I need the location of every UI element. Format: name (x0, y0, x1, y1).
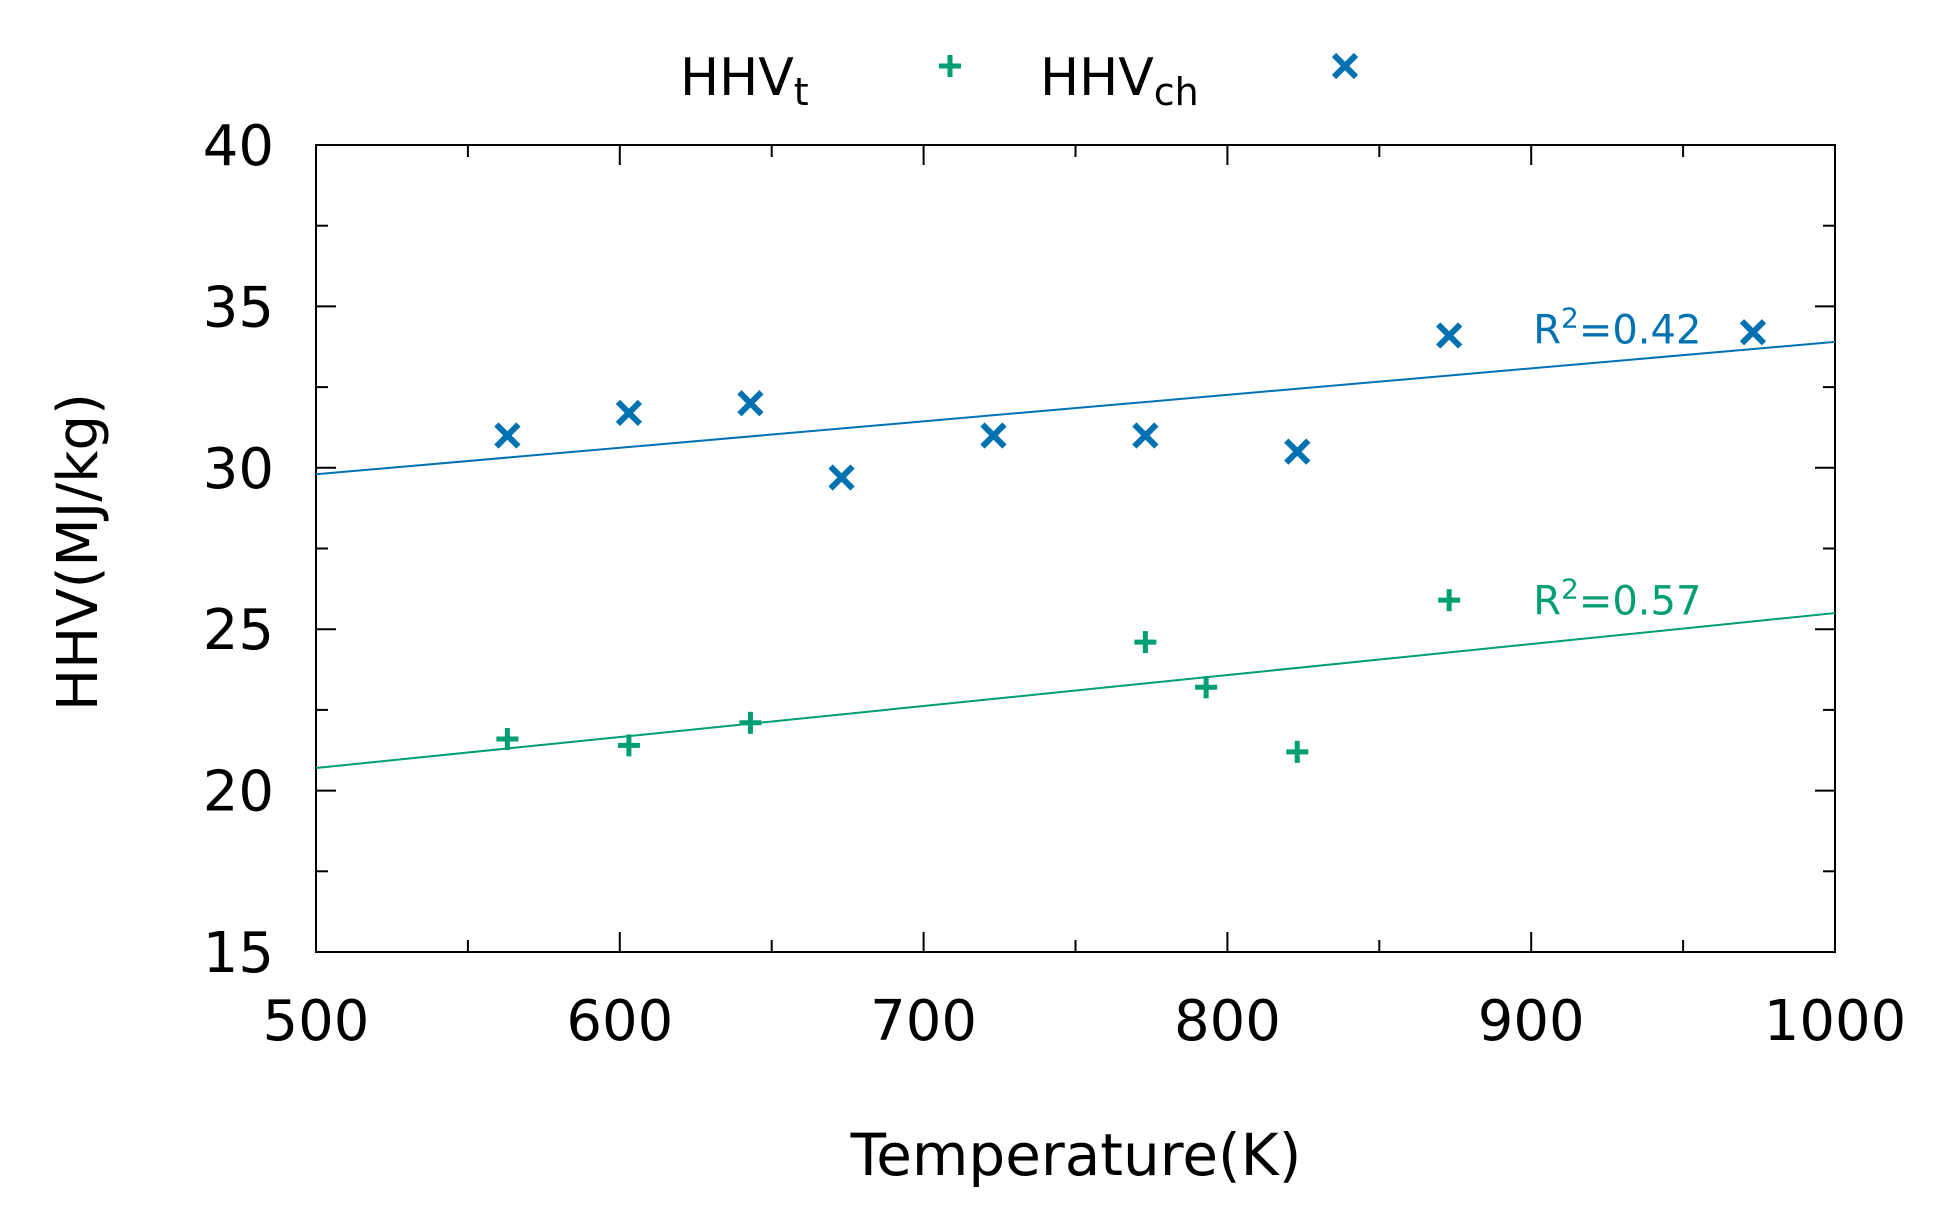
axis-ticks: 500 600 700 800 900 1000 15 20 25 30 35 40 (203, 114, 1907, 1054)
y-tick-label: 40 (203, 114, 274, 179)
fit-line-ch (315, 340, 1836, 476)
r2-value-ch: =0.42 (1579, 307, 1702, 353)
x-axis-label: Temperature(K) (850, 1121, 1302, 1189)
y-tick-label: 35 (203, 275, 274, 340)
r2-base-ch: R (1533, 307, 1561, 353)
data-point-t (1134, 631, 1157, 654)
legend-label-t: HHVt (680, 48, 809, 114)
legend-marker-cross (1331, 52, 1359, 80)
y-tick-label: 20 (203, 760, 274, 825)
fit-line-t (315, 612, 1836, 769)
x-tick-label: 700 (870, 989, 977, 1054)
y-tick-label: 15 (203, 921, 274, 986)
legend-label-ch-subscript: ch (1154, 70, 1199, 114)
data-point-ch (1739, 319, 1767, 346)
x-tick-label: 1000 (1764, 989, 1907, 1054)
data-point-t (1286, 740, 1309, 763)
legend-marker-plus (939, 55, 961, 77)
r2-sup-ch: 2 (1561, 301, 1579, 334)
data-point-ch (494, 422, 521, 449)
data-point-t (1195, 676, 1218, 699)
x-tick-label: 500 (263, 989, 370, 1054)
data-point-ch (1132, 422, 1159, 449)
legend: HHVt HHVch (680, 48, 1359, 114)
legend-label-t-name: HHV (680, 48, 794, 108)
fit-lines (315, 340, 1836, 769)
r2-value-t: =0.57 (1579, 579, 1702, 625)
y-tick-label: 30 (203, 437, 274, 502)
y-axis-label: HHV(MJ/kg) (46, 393, 111, 711)
legend-marker-symbol-ch (1331, 52, 1359, 80)
x-tick-label: 900 (1478, 989, 1585, 1054)
data-points (494, 319, 1767, 763)
legend-label-t-subscript: t (794, 70, 809, 114)
data-point-t (739, 711, 762, 734)
data-point-ch (737, 390, 764, 417)
legend-marker-symbol-t (939, 55, 961, 77)
data-point-ch (828, 464, 855, 491)
data-point-ch (1284, 438, 1311, 465)
data-point-t (1438, 589, 1461, 612)
data-point-ch (980, 422, 1007, 449)
data-point-ch (615, 399, 643, 427)
plot-frame (315, 144, 1836, 953)
data-point-t (617, 734, 640, 757)
r2-annotation-t: R2=0.57 (1533, 573, 1701, 625)
data-point-t (496, 727, 519, 750)
data-point-ch (1436, 322, 1463, 349)
legend-label-ch-name: HHV (1040, 48, 1154, 108)
x-tick-label: 600 (566, 989, 673, 1054)
legend-label-ch: HHVch (1040, 48, 1199, 114)
y-tick-label: 25 (203, 598, 274, 663)
r2-sup-t: 2 (1561, 573, 1579, 606)
x-tick-label: 800 (1174, 989, 1281, 1054)
r2-base-t: R (1533, 579, 1561, 625)
r2-annotation-ch: R2=0.42 (1533, 301, 1701, 353)
